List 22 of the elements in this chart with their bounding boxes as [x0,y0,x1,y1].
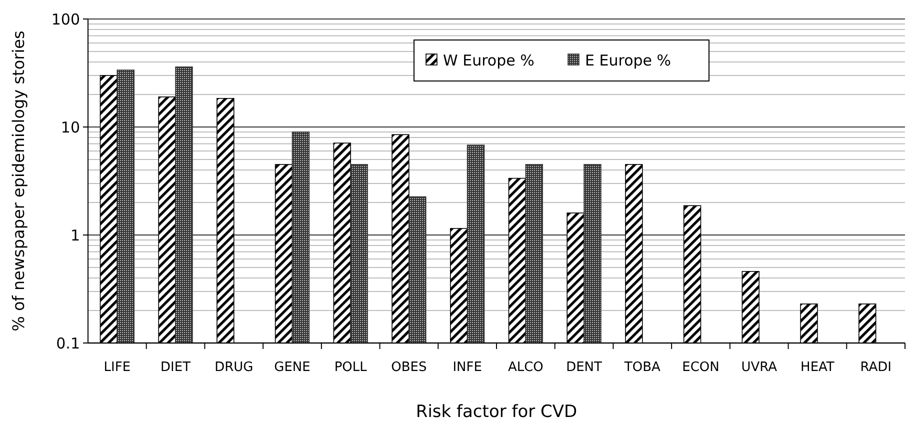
legend-label: W Europe % [443,51,534,70]
x-tick-label: GENE [274,360,310,375]
x-tick-label: POLL [334,360,368,375]
x-tick-label: ECON [682,360,720,375]
y-tick-label: 1 [70,226,80,244]
x-tick-label: UVRA [741,360,778,375]
x-tick-label: DIET [160,360,191,375]
legend-label: E Europe % [585,51,672,70]
x-tick-label: DRUG [214,360,254,375]
y-tick-label: 100 [51,10,80,28]
x-tick-label: LIFE [104,360,131,375]
x-tick-label: HEAT [800,360,834,375]
x-axis-title: Risk factor for CVD [416,402,578,422]
x-tick-label: INFE [452,360,482,375]
y-axis-title: % of newspaper epidemiology stories [9,30,28,332]
y-tick-label: 0.1 [56,334,80,352]
y-tick-label: 10 [60,118,80,136]
x-tick-label: OBES [391,360,427,375]
x-tick-label: ALCO [508,360,544,375]
x-tick-label: DENT [566,360,602,375]
x-tick-label: RADI [860,360,892,375]
x-tick-label: TOBA [623,360,660,375]
